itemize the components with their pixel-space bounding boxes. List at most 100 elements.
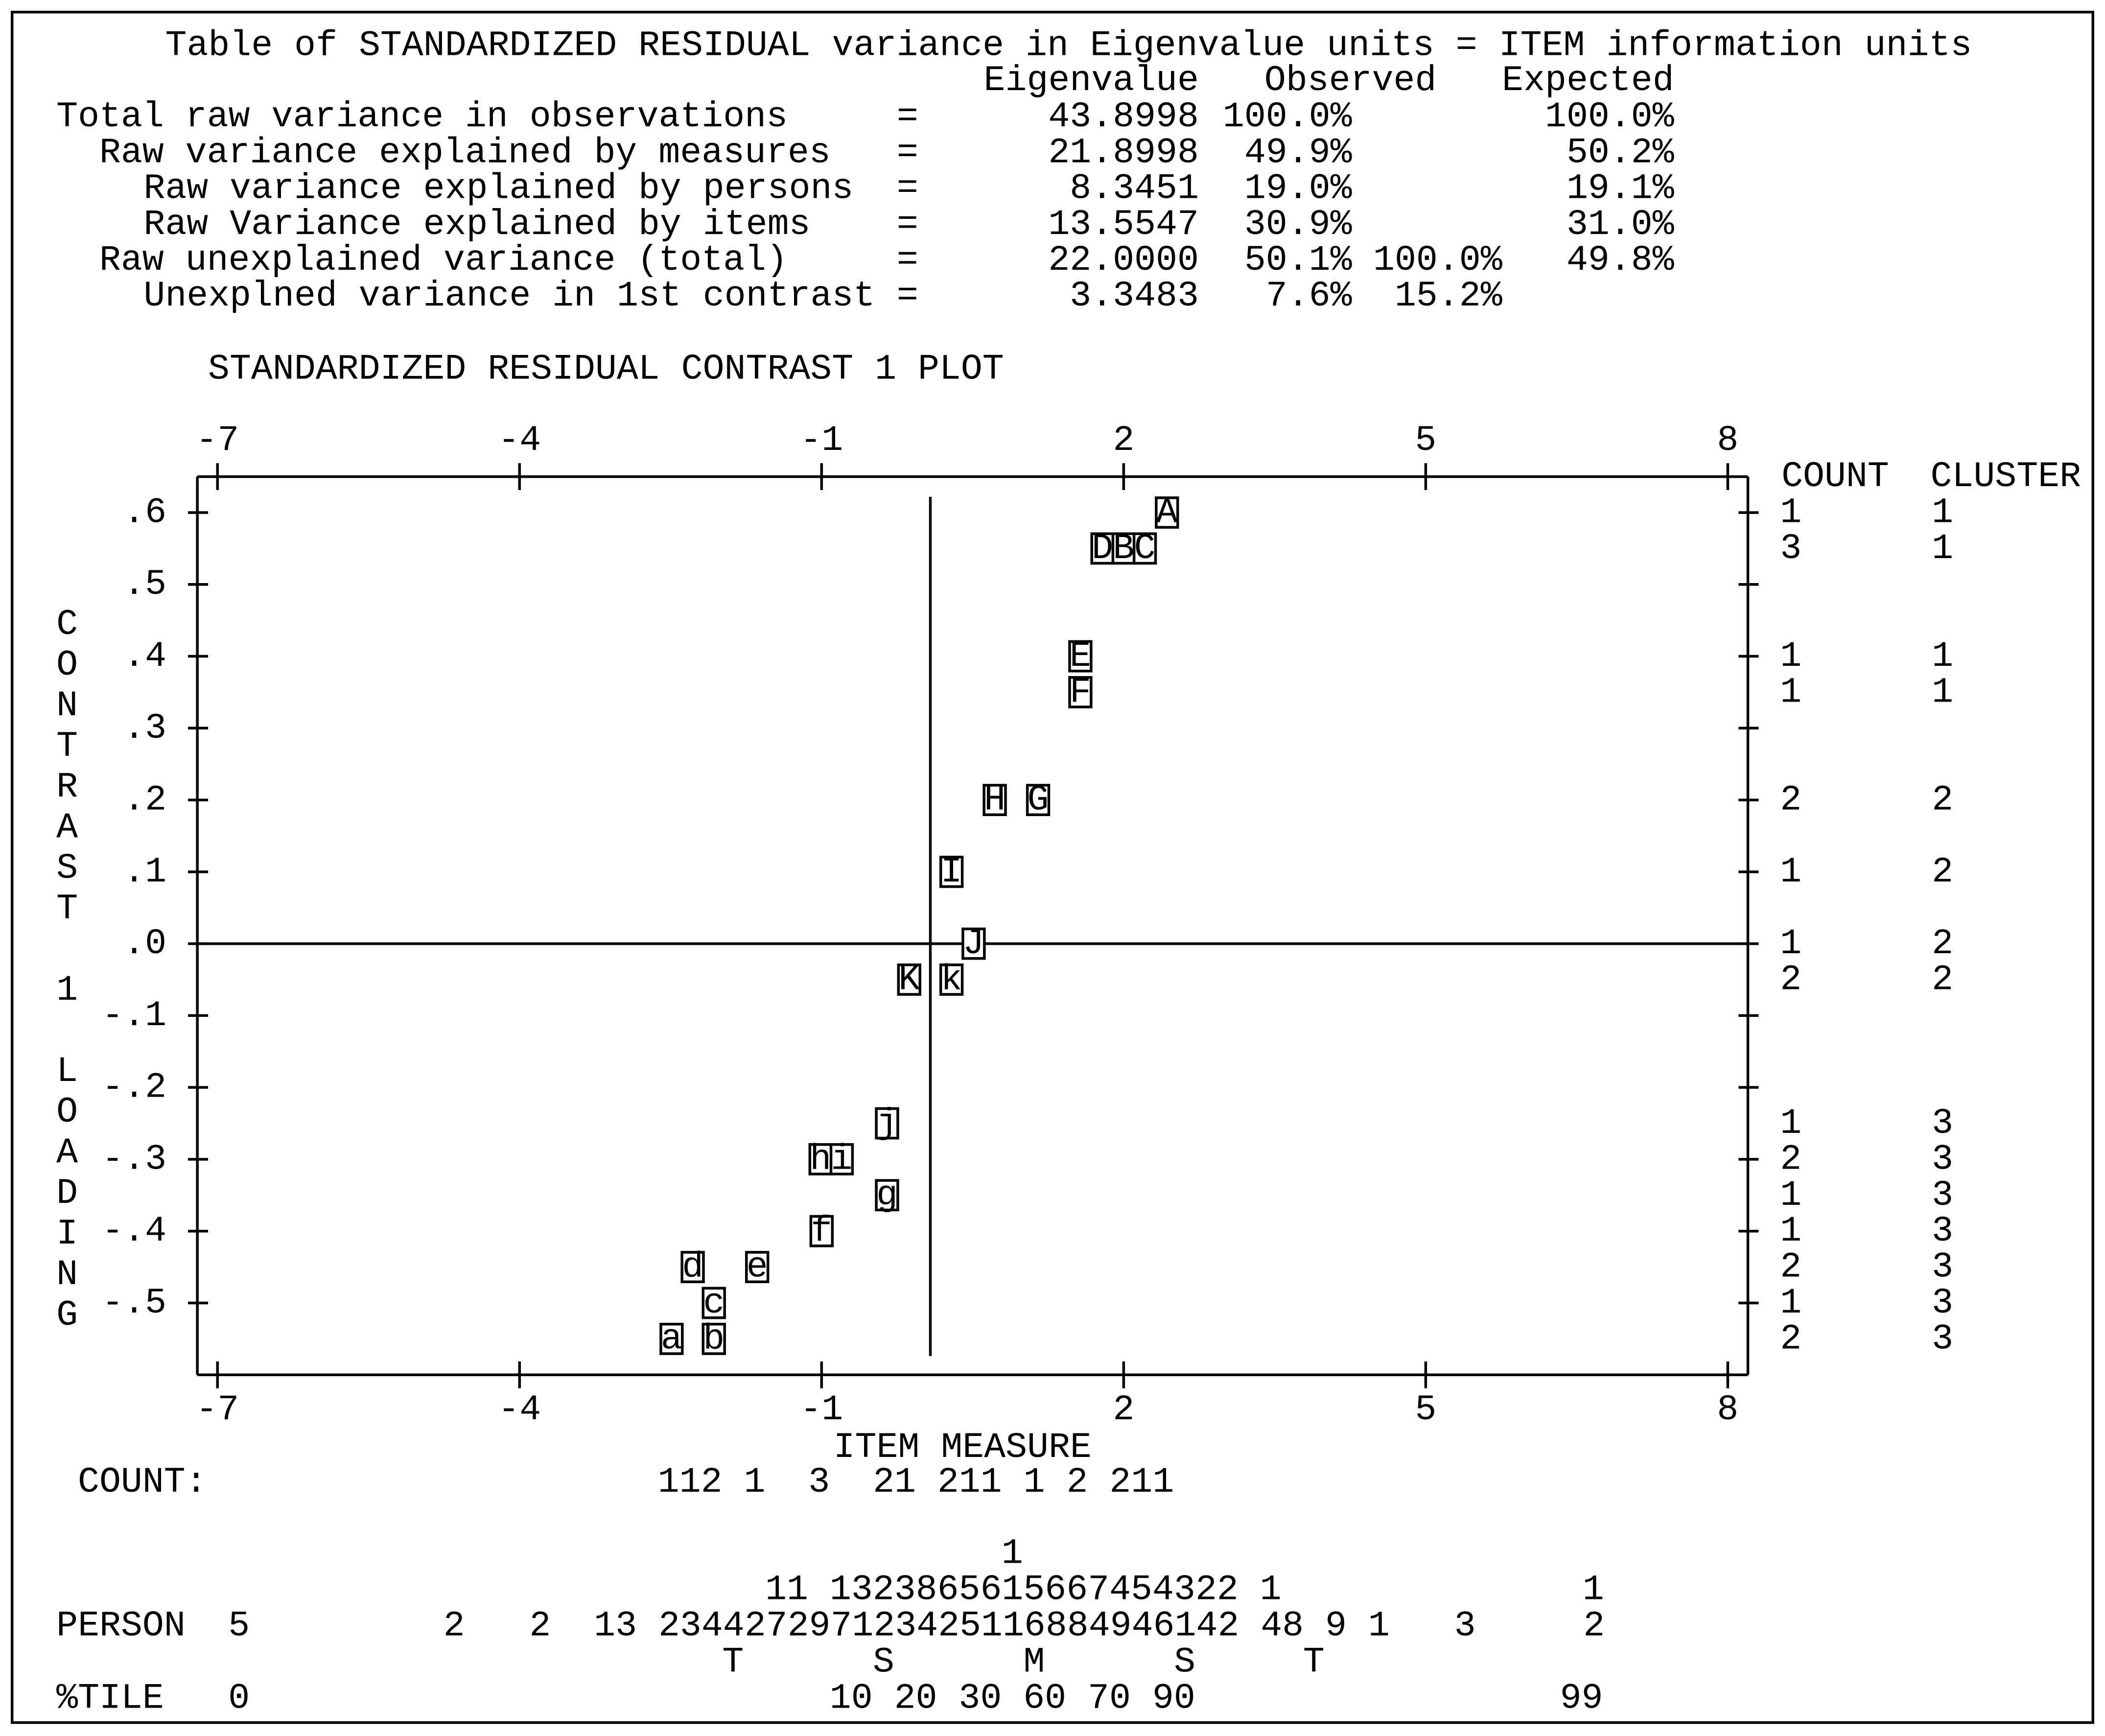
point-bg [897, 963, 921, 996]
y-tick-label: .3 [123, 708, 166, 749]
side-cluster: 1 [1932, 492, 1953, 533]
point: I [941, 851, 962, 892]
cell-eigenvalue: 21.8998 [1048, 132, 1199, 173]
side-cluster: 1 [1932, 672, 1953, 712]
row-label: Raw variance explained by measures [99, 132, 831, 173]
y-tick-label: -.5 [102, 1283, 166, 1323]
x-tick-label: 8 [1717, 420, 1738, 461]
y-tick-label: .1 [123, 851, 166, 892]
row-label: Raw variance explained by persons [143, 168, 853, 209]
cell-eigenvalue: 43.8998 [1048, 96, 1199, 137]
cell-observed: 30.9% [1244, 204, 1352, 245]
point: C [1134, 528, 1156, 569]
point: k [941, 960, 962, 1000]
point: K [898, 960, 920, 1000]
x-tick-label: -4 [498, 420, 541, 461]
point-bg [1068, 676, 1093, 708]
cell-eigenvalue: 22.0000 [1048, 240, 1199, 281]
side-cluster: 2 [1932, 923, 1953, 964]
row-label: Raw unexplained variance (total) [99, 240, 788, 281]
point: d [682, 1247, 703, 1288]
side-cluster: 1 [1932, 528, 1953, 569]
cell-expected: 31.0% [1567, 204, 1674, 245]
row-label: Unexplned variance in 1st contrast [143, 276, 875, 316]
y-tick-label: .0 [123, 923, 166, 964]
side-count: 2 [1780, 1139, 1801, 1179]
point: A [1156, 492, 1178, 533]
side-count: 3 [1780, 528, 1801, 569]
point: g [876, 1175, 898, 1216]
cell-eigenvalue: 13.5547 [1048, 204, 1199, 245]
point-bg [939, 963, 964, 996]
row-sign: = [897, 132, 918, 173]
x-tick-label: -1 [800, 1389, 843, 1430]
border [10, 10, 2095, 1724]
point: F [1070, 672, 1091, 712]
side-count: 2 [1780, 780, 1801, 821]
x-tick-label: 5 [1415, 1389, 1436, 1430]
row-label: Raw Variance explained by items [143, 204, 810, 245]
side-count: 1 [1780, 923, 1801, 964]
side-cluster: 2 [1932, 780, 1953, 821]
person-top: 1 [1002, 1533, 1023, 1574]
row-sign: = [897, 96, 918, 137]
point: h [810, 1139, 831, 1179]
y-tick-label: -.4 [102, 1211, 166, 1251]
cell-eigenvalue: 8.3451 [1070, 168, 1199, 209]
side-count: 1 [1780, 1103, 1801, 1144]
point-bg [829, 1143, 854, 1175]
point-bg [939, 855, 964, 888]
side-count: 2 [1780, 960, 1801, 1000]
point-bg [809, 1215, 834, 1247]
point: f [811, 1211, 832, 1251]
x-tick-label: -1 [800, 420, 843, 461]
side-cluster: 3 [1932, 1175, 1953, 1216]
point-bg [1068, 640, 1093, 673]
column-header: Eigenvalue [984, 60, 1199, 101]
cell-observed: 19.0% [1244, 168, 1352, 209]
y-tick-label: .2 [123, 780, 166, 821]
row-sign: = [897, 204, 918, 245]
point: B [1113, 528, 1134, 569]
point-bg [982, 784, 1007, 816]
person-label: PERSON [56, 1606, 186, 1646]
cell-observed: 100.0% [1223, 96, 1352, 137]
y-tick-label: -.2 [102, 1067, 166, 1108]
y-tick-label: .4 [123, 636, 166, 677]
cell-expected: 19.1% [1567, 168, 1674, 209]
point-bg [745, 1251, 770, 1284]
cell-eigenvalue: 3.3483 [1070, 276, 1199, 316]
point-bg [875, 1179, 899, 1212]
side-cluster: 2 [1932, 851, 1953, 892]
point-bg [659, 1322, 684, 1355]
cell-observed: 49.9% [1244, 132, 1352, 173]
point: G [1028, 780, 1049, 821]
point-bg [702, 1322, 726, 1355]
side-cluster: 2 [1932, 960, 1953, 1000]
column-header: Expected [1502, 60, 1674, 101]
column-header: Observed [1264, 60, 1437, 101]
side-count: 1 [1780, 636, 1801, 677]
y-tick-label: .6 [123, 492, 166, 533]
point-bg [1026, 784, 1051, 816]
side-cluster: 3 [1932, 1211, 1953, 1251]
cell-unexplained: 100.0% [1373, 240, 1502, 281]
x-tick-label: -7 [196, 1389, 239, 1430]
row-sign: = [897, 168, 918, 209]
percentile-label: %TILE [56, 1678, 164, 1719]
side-count: 1 [1780, 1211, 1801, 1251]
x-axis-title: ITEM MEASURE [834, 1427, 1092, 1468]
percentile-values: 99 [1560, 1678, 1603, 1719]
point-bg [875, 1107, 899, 1140]
side-count: 1 [1780, 492, 1801, 533]
y-tick-label: .5 [123, 564, 166, 605]
side-count: 2 [1780, 1247, 1801, 1288]
point: H [984, 780, 1006, 821]
point: b [703, 1318, 725, 1359]
side-cluster: 3 [1932, 1247, 1953, 1288]
count-values: 112 1 3 21 211 1 2 211 [658, 1462, 1174, 1502]
point: e [747, 1247, 768, 1288]
person-top: 11 1323865615667454322 1 1 [765, 1570, 1604, 1610]
point: i [831, 1139, 852, 1179]
